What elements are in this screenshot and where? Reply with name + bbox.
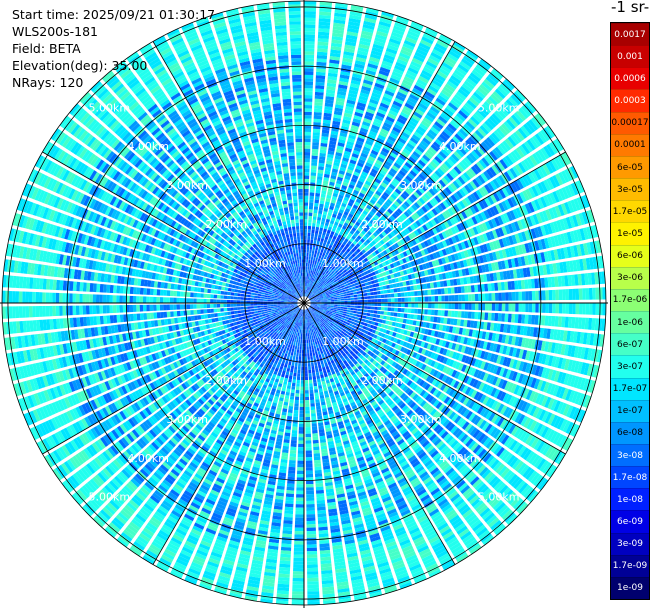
range-ring-label: 1.00km xyxy=(244,257,286,270)
colorbar-bin: 6e-09 xyxy=(611,510,649,533)
colorbar-bin: 6e-05 xyxy=(611,155,649,179)
colorbar-bin: 1.7e-06 xyxy=(611,288,649,312)
nrays-text: NRays: 120 xyxy=(12,75,84,90)
elevation-text: Elevation(deg): 35.00 xyxy=(12,58,148,73)
colorbar-bin: 1e-05 xyxy=(611,222,649,245)
range-ring-label: 5.00km xyxy=(89,491,131,504)
range-ring-label: 4.00km xyxy=(127,452,169,465)
range-ring-label: 4.00km xyxy=(127,140,169,153)
colorbar-bin: 6e-08 xyxy=(611,421,649,444)
colorbar: 0.0017 0.001 0.0006 0.0003 0.00017 0.0001 6e-0… xyxy=(610,22,650,600)
colorbar-bin: 1.7e-07 xyxy=(611,377,649,400)
colorbar-bin: 0.0017 xyxy=(611,23,649,46)
colorbar-bin: 0.0006 xyxy=(611,67,649,90)
beam-returns xyxy=(2,1,606,605)
range-ring-label: 3.00km xyxy=(166,179,208,192)
range-ring-label: 5.00km xyxy=(89,101,131,114)
instrument-text: WLS200s-181 xyxy=(12,24,98,39)
colorbar-bin: 3e-07 xyxy=(611,355,649,378)
field-text: Field: BETA xyxy=(12,41,81,56)
colorbar-bin: 0.0003 xyxy=(611,89,649,112)
scan-info: Start time: 2025/09/21 01:30:17 WLS200s-… xyxy=(12,6,215,91)
range-ring-label: 4.00km xyxy=(439,140,481,153)
ppi-plot: 1.00km 1.00km 1.00km 1.00km 2.00km 2.00km 2.00… xyxy=(0,0,608,608)
colorbar-bin: 0.0001 xyxy=(611,133,649,156)
range-ring-label: 3.00km xyxy=(400,413,442,426)
colorbar-bin: 1e-09 xyxy=(611,576,649,599)
colorbar-bin: 6e-07 xyxy=(611,333,649,356)
colorbar-bin: 1e-07 xyxy=(611,399,649,422)
range-ring-label: 2.00km xyxy=(361,218,403,231)
colorbar-bin: 3e-06 xyxy=(611,266,649,289)
range-ring-label: 5.00km xyxy=(478,101,520,114)
range-ring-label: 4.00km xyxy=(439,452,481,465)
start-time-text: Start time: 2025/09/21 01:30:17 xyxy=(12,7,216,22)
colorbar-bin: 1e-06 xyxy=(611,311,649,334)
colorbar-bin: 6e-06 xyxy=(611,244,649,267)
colorbar-bin: 1.7e-05 xyxy=(611,200,649,223)
colorbar-bin: 1.7e-08 xyxy=(611,466,649,489)
colorbar-bin: 3e-08 xyxy=(611,443,649,467)
range-ring-label: 1.00km xyxy=(322,257,364,270)
range-ring-label: 1.00km xyxy=(244,335,286,348)
colorbar-bin: 3e-09 xyxy=(611,532,649,555)
range-ring-label: 2.00km xyxy=(205,218,247,231)
range-ring-label: 1.00km xyxy=(322,335,364,348)
range-ring-label: 5.00km xyxy=(478,491,520,504)
colorbar-bin: 0.00017 xyxy=(611,111,649,134)
colorbar-bin: 3e-05 xyxy=(611,178,649,201)
range-ring-label: 2.00km xyxy=(361,374,403,387)
colorbar-units: -1 sr- xyxy=(611,0,650,16)
colorbar-bin: 1e-08 xyxy=(611,488,649,511)
colorbar-bin: 1.7e-09 xyxy=(611,554,649,577)
range-ring-label: 3.00km xyxy=(400,179,442,192)
range-ring-label: 2.00km xyxy=(205,374,247,387)
range-ring-label: 3.00km xyxy=(166,413,208,426)
colorbar-bin: 0.001 xyxy=(611,45,649,68)
